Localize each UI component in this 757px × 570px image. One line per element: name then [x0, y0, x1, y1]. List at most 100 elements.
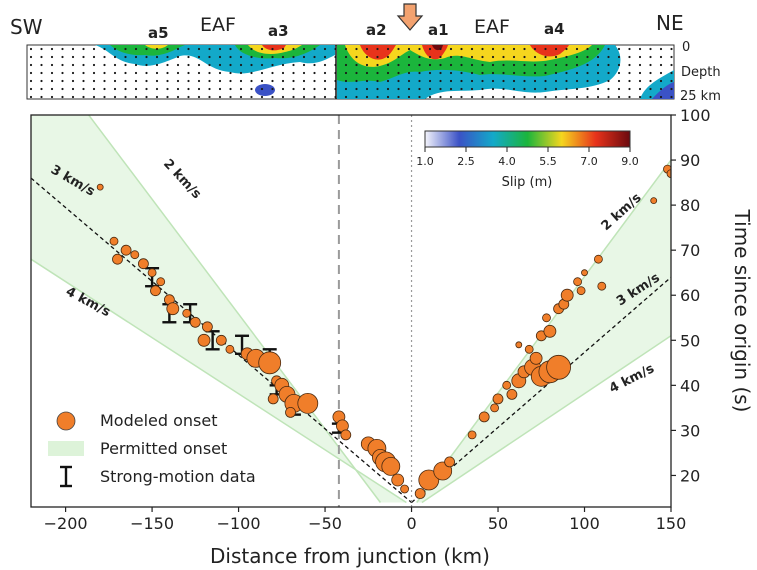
asperity-a2: a2: [366, 21, 387, 39]
grid-dot: [197, 79, 201, 83]
grid-dot: [491, 71, 495, 75]
grid-dot: [670, 87, 673, 91]
grid-dot: [155, 71, 159, 75]
grid-dot: [71, 55, 75, 59]
grid-dot: [565, 55, 568, 59]
grid-dot: [29, 79, 33, 83]
y-tick-label: 100: [680, 106, 711, 125]
grid-dot: [250, 87, 253, 91]
asperity-a1: a1: [428, 21, 449, 39]
grid-dots: [29, 47, 673, 99]
grid-dot: [176, 63, 180, 67]
grid-dot: [92, 55, 96, 59]
grid-dot: [187, 55, 190, 59]
grid-dot: [71, 79, 75, 83]
grid-dot: [407, 87, 411, 91]
grid-dot: [281, 79, 285, 83]
modeled-onset-point-41: [467, 430, 477, 440]
grid-dot: [271, 63, 274, 67]
modeled-onset-point-12: [189, 316, 201, 328]
asperity-a5: a5: [148, 24, 169, 42]
grid-dot: [617, 79, 621, 83]
grid-dot: [533, 63, 537, 67]
grid-dot: [176, 55, 180, 59]
grid-dot: [407, 63, 411, 67]
grid-dot: [292, 47, 295, 51]
grid-dot: [271, 79, 274, 83]
modeled-onset-markers: [96, 164, 671, 499]
grid-dot: [50, 79, 54, 83]
depth-top: 0: [682, 40, 690, 55]
grid-dot: [29, 55, 33, 59]
ne-label: NE: [656, 11, 684, 35]
grid-dot: [428, 63, 432, 67]
grid-dot: [617, 47, 621, 51]
grid-dot: [40, 79, 43, 83]
grid-dot: [428, 79, 432, 83]
grid-dot: [397, 71, 400, 75]
grid-dot: [313, 87, 316, 91]
grid-dot: [40, 87, 43, 91]
grid-dot: [460, 55, 463, 59]
grid-dot: [176, 87, 180, 91]
grid-dot: [565, 71, 568, 75]
legend-label-strong-motion: Strong-motion data: [100, 467, 256, 486]
grid-dot: [197, 63, 201, 67]
grid-dot: [449, 55, 453, 59]
modeled-onset-point-6: [147, 268, 157, 278]
grid-dot: [502, 87, 505, 91]
grid-dot: [607, 55, 610, 59]
grid-dot: [670, 71, 673, 75]
grid-dot: [617, 71, 621, 75]
grid-dot: [50, 63, 54, 67]
grid-dot: [617, 95, 621, 99]
grid-dot: [649, 87, 652, 91]
grid-dot: [554, 47, 558, 51]
grid-dot: [544, 55, 547, 59]
grid-dot: [376, 63, 379, 67]
grid-dot: [71, 95, 75, 99]
legend-marker-strong-motion: [60, 465, 72, 488]
grid-dot: [512, 79, 516, 83]
modeled-onset-point-64: [581, 269, 588, 277]
grid-dot: [554, 71, 558, 75]
x-tick-label: 0: [406, 514, 416, 533]
grid-dot: [523, 55, 526, 59]
colorbar-label: Slip (m): [502, 175, 553, 190]
grid-dot: [61, 47, 64, 51]
grid-dot: [481, 55, 484, 59]
modeled-onset-point-58: [542, 313, 551, 323]
grid-dot: [92, 71, 96, 75]
grid-dot: [50, 47, 54, 51]
grid-dot: [670, 79, 673, 83]
grid-dot: [313, 47, 316, 51]
grid-dot: [103, 55, 106, 59]
grid-dot: [544, 79, 547, 83]
grid-dot: [71, 87, 75, 91]
legend-marker-modeled: [56, 411, 76, 431]
grid-dot: [397, 79, 400, 83]
grid-dot: [544, 87, 547, 91]
grid-dot: [40, 95, 43, 99]
band-edge-ne-lower: [421, 335, 671, 504]
grid-dot: [250, 71, 253, 75]
modeled-onset-point-36: [400, 484, 410, 494]
grid-dot: [439, 95, 442, 99]
grid-dot: [281, 95, 285, 99]
grid-dot: [428, 47, 432, 51]
grid-dot: [197, 87, 201, 91]
grid-dot: [313, 63, 316, 67]
grid-dot: [82, 87, 85, 91]
grid-dot: [239, 95, 243, 99]
modeled-onset-point-52: [546, 354, 571, 380]
grid-dot: [187, 63, 190, 67]
slip-panel: SW NE EAF EAF a5 a3 a2 a1 a4 0 Depth 25 …: [10, 3, 721, 104]
legend-label-modeled: Modeled onset: [100, 411, 218, 430]
grid-dot: [491, 47, 495, 51]
grid-dot: [397, 47, 400, 51]
grid-dot: [376, 95, 379, 99]
grid-dot: [470, 95, 474, 99]
grid-dot: [365, 87, 369, 91]
grid-dot: [323, 87, 327, 91]
grid-dot: [281, 71, 285, 75]
